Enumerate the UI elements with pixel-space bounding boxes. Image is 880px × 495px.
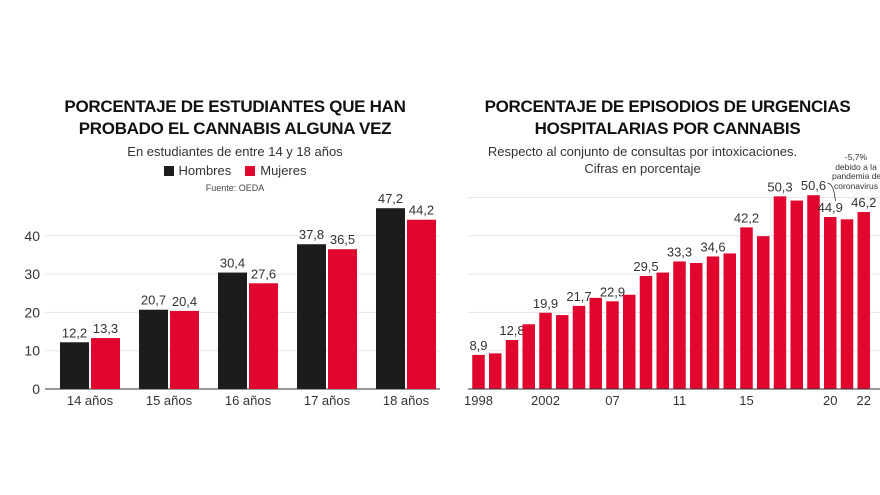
data-label: 46,2	[851, 195, 876, 210]
bar-urgencias	[824, 217, 837, 389]
data-label: 8,9	[469, 338, 487, 353]
bar-urgencias	[489, 353, 502, 389]
bar-urgencias	[723, 253, 736, 389]
data-label: 33,3	[667, 244, 692, 259]
legend-item-mujeres: Mujeres	[245, 162, 307, 179]
left-chart-legend: Hombres Mujeres	[163, 162, 307, 179]
data-label: 20,7	[141, 293, 166, 308]
bar-urgencias	[840, 219, 854, 389]
data-label: 27,6	[251, 266, 276, 281]
bar-urgencias	[706, 256, 720, 389]
y-tick-label: 20	[24, 304, 40, 320]
bar-urgencias	[740, 227, 753, 389]
bar-urgencias	[757, 236, 770, 389]
right-chart-header: PORCENTAJE DE EPISODIOS DE URGENCIAS HOS…	[455, 96, 880, 177]
data-label: 44,2	[409, 203, 434, 218]
right-chart-title: PORCENTAJE DE EPISODIOS DE URGENCIAS HOS…	[484, 97, 851, 138]
legend-label-hombres: Hombres	[178, 163, 232, 178]
annotation-leader-line	[827, 182, 836, 202]
bar-hombres	[139, 309, 168, 389]
bar-urgencias	[589, 297, 602, 389]
bar-urgencias	[539, 312, 552, 389]
bar-urgencias	[639, 276, 653, 389]
x-tick-label: 17 años	[304, 393, 351, 408]
bar-urgencias	[623, 294, 636, 389]
bar-mujeres	[249, 283, 278, 389]
bar-hombres	[60, 342, 89, 389]
bar-urgencias	[656, 272, 669, 389]
y-tick-label: 10	[24, 343, 40, 359]
data-label: 19,9	[533, 296, 558, 311]
bar-urgencias	[505, 339, 519, 389]
x-tick-label: 15 años	[146, 393, 193, 408]
bar-urgencias	[790, 200, 803, 389]
data-label: 42,2	[734, 210, 759, 225]
data-label: 30,4	[220, 256, 245, 271]
left-chart-source: Fuente: OEDA	[205, 183, 265, 193]
annotation-line: coronavirus	[834, 180, 878, 191]
data-label: 12,2	[62, 325, 87, 340]
x-tick-label: 14 años	[67, 393, 114, 408]
legend-item-hombres: Hombres	[163, 162, 232, 179]
annotation-line: debido a la	[835, 161, 877, 172]
bar-hombres	[297, 244, 326, 389]
left-chart-subtitle: En estudiantes de entre 14 y 18 años	[127, 144, 343, 159]
bar-urgencias	[773, 196, 787, 389]
bar-urgencias	[690, 262, 703, 389]
bar-urgencias	[572, 305, 586, 389]
annotation-line: pandemia de	[832, 171, 880, 181]
covid-annotation: -5,7% debido a la pandemia de coronaviru…	[832, 152, 880, 191]
x-tick-label: 2002	[531, 393, 560, 408]
data-label: 22,9	[600, 284, 625, 299]
bar-urgencias	[472, 354, 485, 389]
right-chart-subtitle: Respecto al conjunto de consultas por in…	[487, 144, 798, 176]
legend-swatch-mujeres	[245, 166, 256, 176]
bar-urgencias	[606, 301, 619, 389]
data-label: 44,9	[818, 200, 843, 215]
data-label: 47,2	[378, 191, 403, 206]
data-label: 20,4	[172, 294, 197, 309]
legend-swatch-hombres	[163, 166, 174, 176]
bar-mujeres	[170, 310, 199, 389]
bar-mujeres	[91, 338, 120, 389]
data-label: 37,8	[299, 227, 324, 242]
x-tick-label: 11	[673, 393, 687, 408]
data-label: 12,8	[499, 323, 524, 338]
bar-mujeres	[328, 249, 357, 389]
x-tick-label: 22	[857, 393, 871, 408]
legend-label-mujeres: Mujeres	[260, 163, 307, 178]
data-label: 34,6	[700, 239, 725, 254]
x-tick-label: 16 años	[225, 393, 272, 408]
annotation-line: -5,7%	[844, 152, 868, 162]
data-label: 50,6	[801, 178, 826, 193]
bar-mujeres	[407, 219, 436, 389]
y-tick-label: 30	[24, 266, 40, 282]
x-tick-label: 15	[739, 393, 753, 408]
x-tick-label: 1998	[464, 393, 493, 408]
data-label: 36,5	[330, 232, 355, 247]
data-label: 29,5	[633, 259, 658, 274]
data-label: 13,3	[93, 321, 118, 336]
left-chart-header: PORCENTAJE DE ESTUDIANTES QUE HAN PROBAD…	[20, 96, 450, 194]
x-tick-label: 18 años	[383, 393, 430, 408]
bar-urgencias	[857, 212, 870, 389]
y-tick-label: 0	[32, 381, 40, 397]
x-tick-label: 07	[605, 393, 619, 408]
bar-urgencias	[807, 195, 820, 389]
y-tick-label: 40	[24, 228, 40, 244]
x-tick-label: 20	[823, 393, 837, 408]
left-chart-title: PORCENTAJE DE ESTUDIANTES QUE HAN PROBAD…	[64, 97, 406, 138]
bar-urgencias	[556, 315, 569, 389]
bar-urgencias	[673, 261, 686, 389]
data-label: 50,3	[767, 179, 792, 194]
bar-hombres	[218, 272, 247, 389]
data-label: 21,7	[566, 289, 591, 304]
bar-hombres	[376, 208, 405, 389]
bar-urgencias	[522, 324, 535, 389]
